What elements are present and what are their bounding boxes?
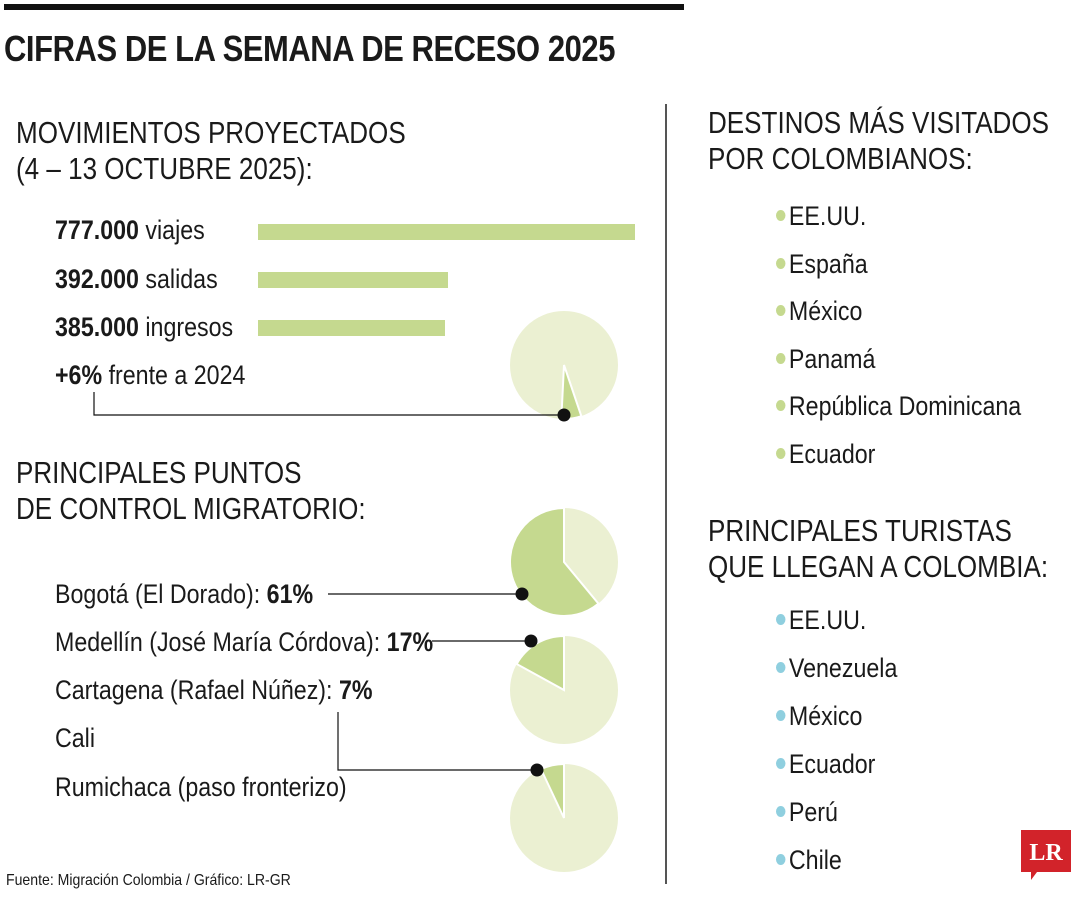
bullet-dot-icon xyxy=(776,710,786,722)
bullet-dot-icon xyxy=(776,400,786,412)
bogota-connector-dot xyxy=(515,587,529,601)
growth-connector-dot xyxy=(557,408,571,422)
turistas-item-label: Chile xyxy=(788,845,842,875)
bullet-dot-icon xyxy=(776,257,786,269)
growth-text: frente a 2024 xyxy=(102,360,246,390)
bar-category-label: ingresos xyxy=(138,312,234,342)
turistas-item: México xyxy=(776,699,862,733)
movimientos-heading-1: MOVIMIENTOS PROYECTADOS xyxy=(16,115,406,150)
cartagena-connector-dot xyxy=(530,763,544,777)
punto-name: Medellín (José María Córdova): xyxy=(55,627,387,657)
destinos-item-label: Ecuador xyxy=(788,438,876,469)
lr-logo: LR xyxy=(1021,830,1071,880)
punto-name: Bogotá (El Dorado): xyxy=(55,579,267,609)
destinos-item: Panamá xyxy=(776,342,875,376)
turistas-item-label: México xyxy=(788,701,863,731)
destinos-item-label: EE.UU. xyxy=(788,201,867,231)
punto-name: Cartagena (Rafael Núñez): xyxy=(55,675,339,705)
bullet-dot-icon xyxy=(776,447,786,459)
source-note: Fuente: Migración Colombia / Gráfico: LR… xyxy=(6,872,291,889)
destinos-item: México xyxy=(776,294,862,328)
bar-value-label: 385.000 xyxy=(55,312,139,342)
movimiento-row-viajes: 777.000 viajes xyxy=(55,213,205,247)
bar-category-label: salidas xyxy=(138,264,218,294)
destinos-item: España xyxy=(776,247,868,281)
destinos-item: República Dominicana xyxy=(776,389,1021,423)
turistas-item: Venezuela xyxy=(776,651,897,685)
destinos-item-label: México xyxy=(788,296,863,326)
turistas-item: Perú xyxy=(776,795,838,829)
bar-value-label: 777.000 xyxy=(55,215,139,245)
destinos-heading-2: POR COLOMBIANOS: xyxy=(708,141,973,176)
puntos-heading-1: PRINCIPALES PUNTOS xyxy=(16,455,302,490)
bar-value-label: 392.000 xyxy=(55,264,139,294)
bar-salidas xyxy=(258,272,448,288)
punto-name: Rumichaca (paso fronterizo) xyxy=(55,772,347,802)
growth-label: +6% frente a 2024 xyxy=(55,358,245,392)
punto-pct: 17% xyxy=(386,627,434,657)
page-title: CIFRAS DE LA SEMANA DE RECESO 2025 xyxy=(4,28,616,69)
destinos-item-label: España xyxy=(788,248,868,279)
bullet-dot-icon xyxy=(776,305,786,317)
bar-ingresos xyxy=(258,320,445,336)
movimiento-row-salidas: 392.000 salidas xyxy=(55,262,218,296)
turistas-item: EE.UU. xyxy=(776,603,866,637)
column-divider xyxy=(665,104,667,884)
destinos-item-label: Panamá xyxy=(788,343,876,374)
bullet-dot-icon xyxy=(776,614,786,626)
bullet-dot-icon xyxy=(776,662,786,674)
bar-category-label: viajes xyxy=(138,215,205,245)
turistas-item: Chile xyxy=(776,843,842,877)
punto-row-cartagena: Cartagena (Rafael Núñez): 7% xyxy=(55,673,373,707)
growth-connector xyxy=(93,392,564,416)
turistas-heading-2: QUE LLEGAN A COLOMBIA: xyxy=(708,549,1049,584)
movimiento-row-ingresos: 385.000 ingresos xyxy=(55,310,233,344)
punto-name: Cali xyxy=(55,723,96,753)
destinos-item: EE.UU. xyxy=(776,199,866,233)
punto-row-medellin: Medellín (José María Córdova): 17% xyxy=(55,625,433,659)
turistas-item-label: Venezuela xyxy=(788,653,898,683)
destinos-item: Ecuador xyxy=(776,437,875,471)
punto-row-rumichaca: Rumichaca (paso fronterizo) xyxy=(55,770,347,804)
bullet-dot-icon xyxy=(776,210,786,222)
punto-pct: 7% xyxy=(338,675,373,705)
destinos-item-label: República Dominicana xyxy=(788,391,1022,421)
bullet-dot-icon xyxy=(776,806,786,818)
logo-badge xyxy=(1021,830,1071,880)
growth-value: +6% xyxy=(55,360,103,390)
bar-viajes xyxy=(258,224,635,240)
medellin-connector-dot xyxy=(524,634,538,648)
turistas-heading-1: PRINCIPALES TURISTAS xyxy=(708,513,1012,548)
cartagena-connector xyxy=(337,712,537,771)
punto-row-bogota: Bogotá (El Dorado): 61% xyxy=(55,577,313,611)
top-rule xyxy=(4,4,684,10)
punto-pct: 61% xyxy=(266,579,314,609)
turistas-item-label: Ecuador xyxy=(788,749,876,779)
turistas-item-label: Perú xyxy=(788,797,838,827)
bullet-dot-icon xyxy=(776,758,786,770)
punto-row-cali: Cali xyxy=(55,721,95,755)
turistas-item-label: EE.UU. xyxy=(788,605,867,635)
bogota-pie-slice xyxy=(509,506,600,617)
turistas-item: Ecuador xyxy=(776,747,875,781)
bullet-dot-icon xyxy=(776,352,786,364)
destinos-heading-1: DESTINOS MÁS VISITADOS xyxy=(708,105,1049,140)
movimientos-heading-2: (4 – 13 OCTUBRE 2025): xyxy=(16,151,313,186)
bullet-dot-icon xyxy=(776,854,786,866)
puntos-heading-2: DE CONTROL MIGRATORIO: xyxy=(16,491,366,526)
logo-text: LR xyxy=(1029,840,1063,866)
